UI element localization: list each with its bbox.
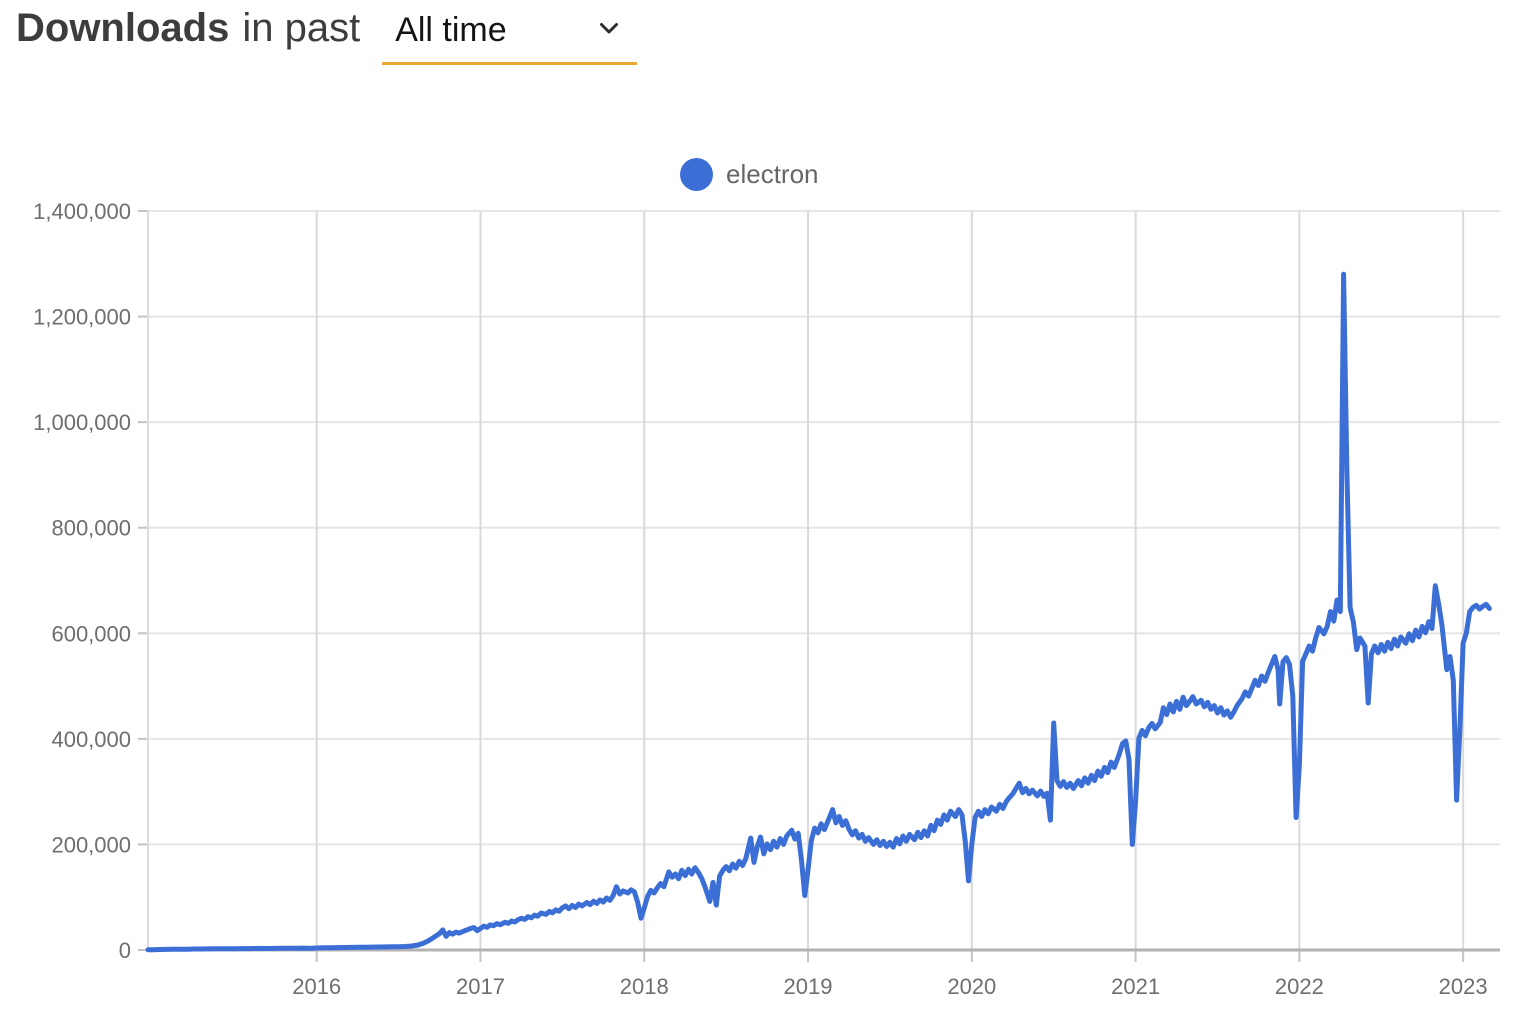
x-axis-tick-label: 2021 <box>1111 974 1160 999</box>
period-select-value[interactable]: All time <box>395 11 507 49</box>
y-axis-tick-label: 1,400,000 <box>33 199 131 224</box>
y-axis-tick-label: 0 <box>119 938 131 963</box>
x-axis-tick-label: 2017 <box>456 974 505 999</box>
x-axis-tick-label: 2022 <box>1275 974 1324 999</box>
series-line-electron[interactable] <box>145 271 1492 953</box>
legend-marker-electron <box>680 158 713 191</box>
page-title: Downloads in past All time <box>16 6 638 65</box>
y-axis-tick-label: 1,000,000 <box>33 410 131 435</box>
x-axis-tick-label: 2020 <box>947 974 996 999</box>
x-axis-tick-label: 2019 <box>784 974 833 999</box>
y-axis-tick-label: 1,200,000 <box>33 305 131 330</box>
y-axis-tick-label: 800,000 <box>51 516 131 541</box>
x-axis-tick-label: 2016 <box>292 974 341 999</box>
chevron-down-icon <box>600 23 619 34</box>
y-axis-tick-label: 400,000 <box>51 727 131 752</box>
title-in-past: in past <box>242 6 361 50</box>
title-downloads: Downloads <box>16 6 230 50</box>
legend-label-electron: electron <box>726 159 819 189</box>
y-axis-tick-label: 200,000 <box>51 832 131 857</box>
legend-item-electron[interactable]: electron <box>680 158 819 191</box>
x-axis-tick-label: 2018 <box>620 974 669 999</box>
x-axis-tick-label: 2023 <box>1439 974 1488 999</box>
period-select[interactable]: All time <box>382 11 638 65</box>
y-axis-tick-label: 600,000 <box>51 621 131 646</box>
